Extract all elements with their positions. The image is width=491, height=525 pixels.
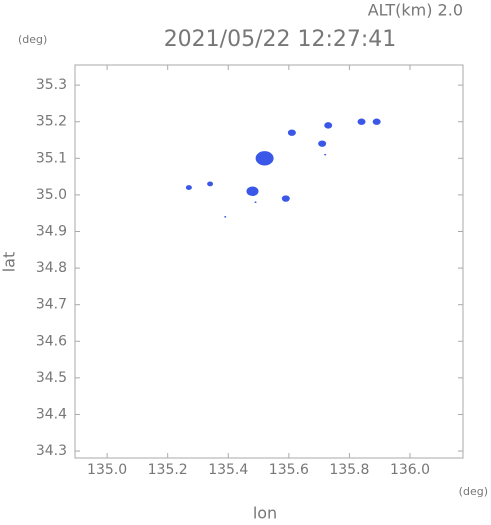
echo bbox=[357, 118, 366, 125]
echo bbox=[281, 195, 290, 202]
echo bbox=[254, 201, 257, 204]
y-tick-label: 35.0 bbox=[36, 187, 67, 203]
echo bbox=[255, 151, 274, 166]
x-unit: (deg) bbox=[459, 485, 488, 498]
echo bbox=[324, 153, 327, 156]
x-tick-label: 135.4 bbox=[208, 462, 248, 478]
altitude-label: ALT(km) 2.0 bbox=[368, 1, 463, 20]
y-tick-label: 34.3 bbox=[36, 443, 67, 459]
y-tick-label: 34.4 bbox=[36, 406, 67, 422]
echo bbox=[287, 129, 296, 136]
y-unit: (deg) bbox=[18, 33, 47, 46]
echo bbox=[185, 185, 192, 190]
echo bbox=[324, 122, 333, 129]
y-tick-label: 34.9 bbox=[36, 223, 67, 239]
y-axis-label: lat bbox=[0, 252, 19, 273]
echo bbox=[246, 186, 259, 197]
y-tick-label: 35.3 bbox=[36, 77, 67, 93]
y-tick-label: 34.5 bbox=[36, 370, 67, 386]
x-tick-label: 136.0 bbox=[390, 462, 430, 478]
echo bbox=[224, 216, 227, 218]
y-tick-label: 35.2 bbox=[36, 114, 67, 130]
y-tick-label: 34.6 bbox=[36, 333, 67, 349]
y-tick-label: 34.8 bbox=[36, 260, 67, 276]
y-tick-label: 34.7 bbox=[36, 297, 67, 313]
x-tick-label: 135.8 bbox=[329, 462, 369, 478]
x-tick-label: 135.2 bbox=[148, 462, 188, 478]
chart-title: 2021/05/22 12:27:41 bbox=[164, 27, 397, 52]
echo bbox=[372, 118, 381, 125]
x-tick-label: 135.0 bbox=[87, 462, 127, 478]
plot-frame bbox=[74, 64, 464, 459]
x-axis-label: lon bbox=[253, 504, 277, 522]
y-tick-label: 35.1 bbox=[36, 150, 67, 166]
x-tick-label: 135.6 bbox=[269, 462, 309, 478]
echo bbox=[318, 140, 327, 147]
echo bbox=[207, 181, 214, 187]
